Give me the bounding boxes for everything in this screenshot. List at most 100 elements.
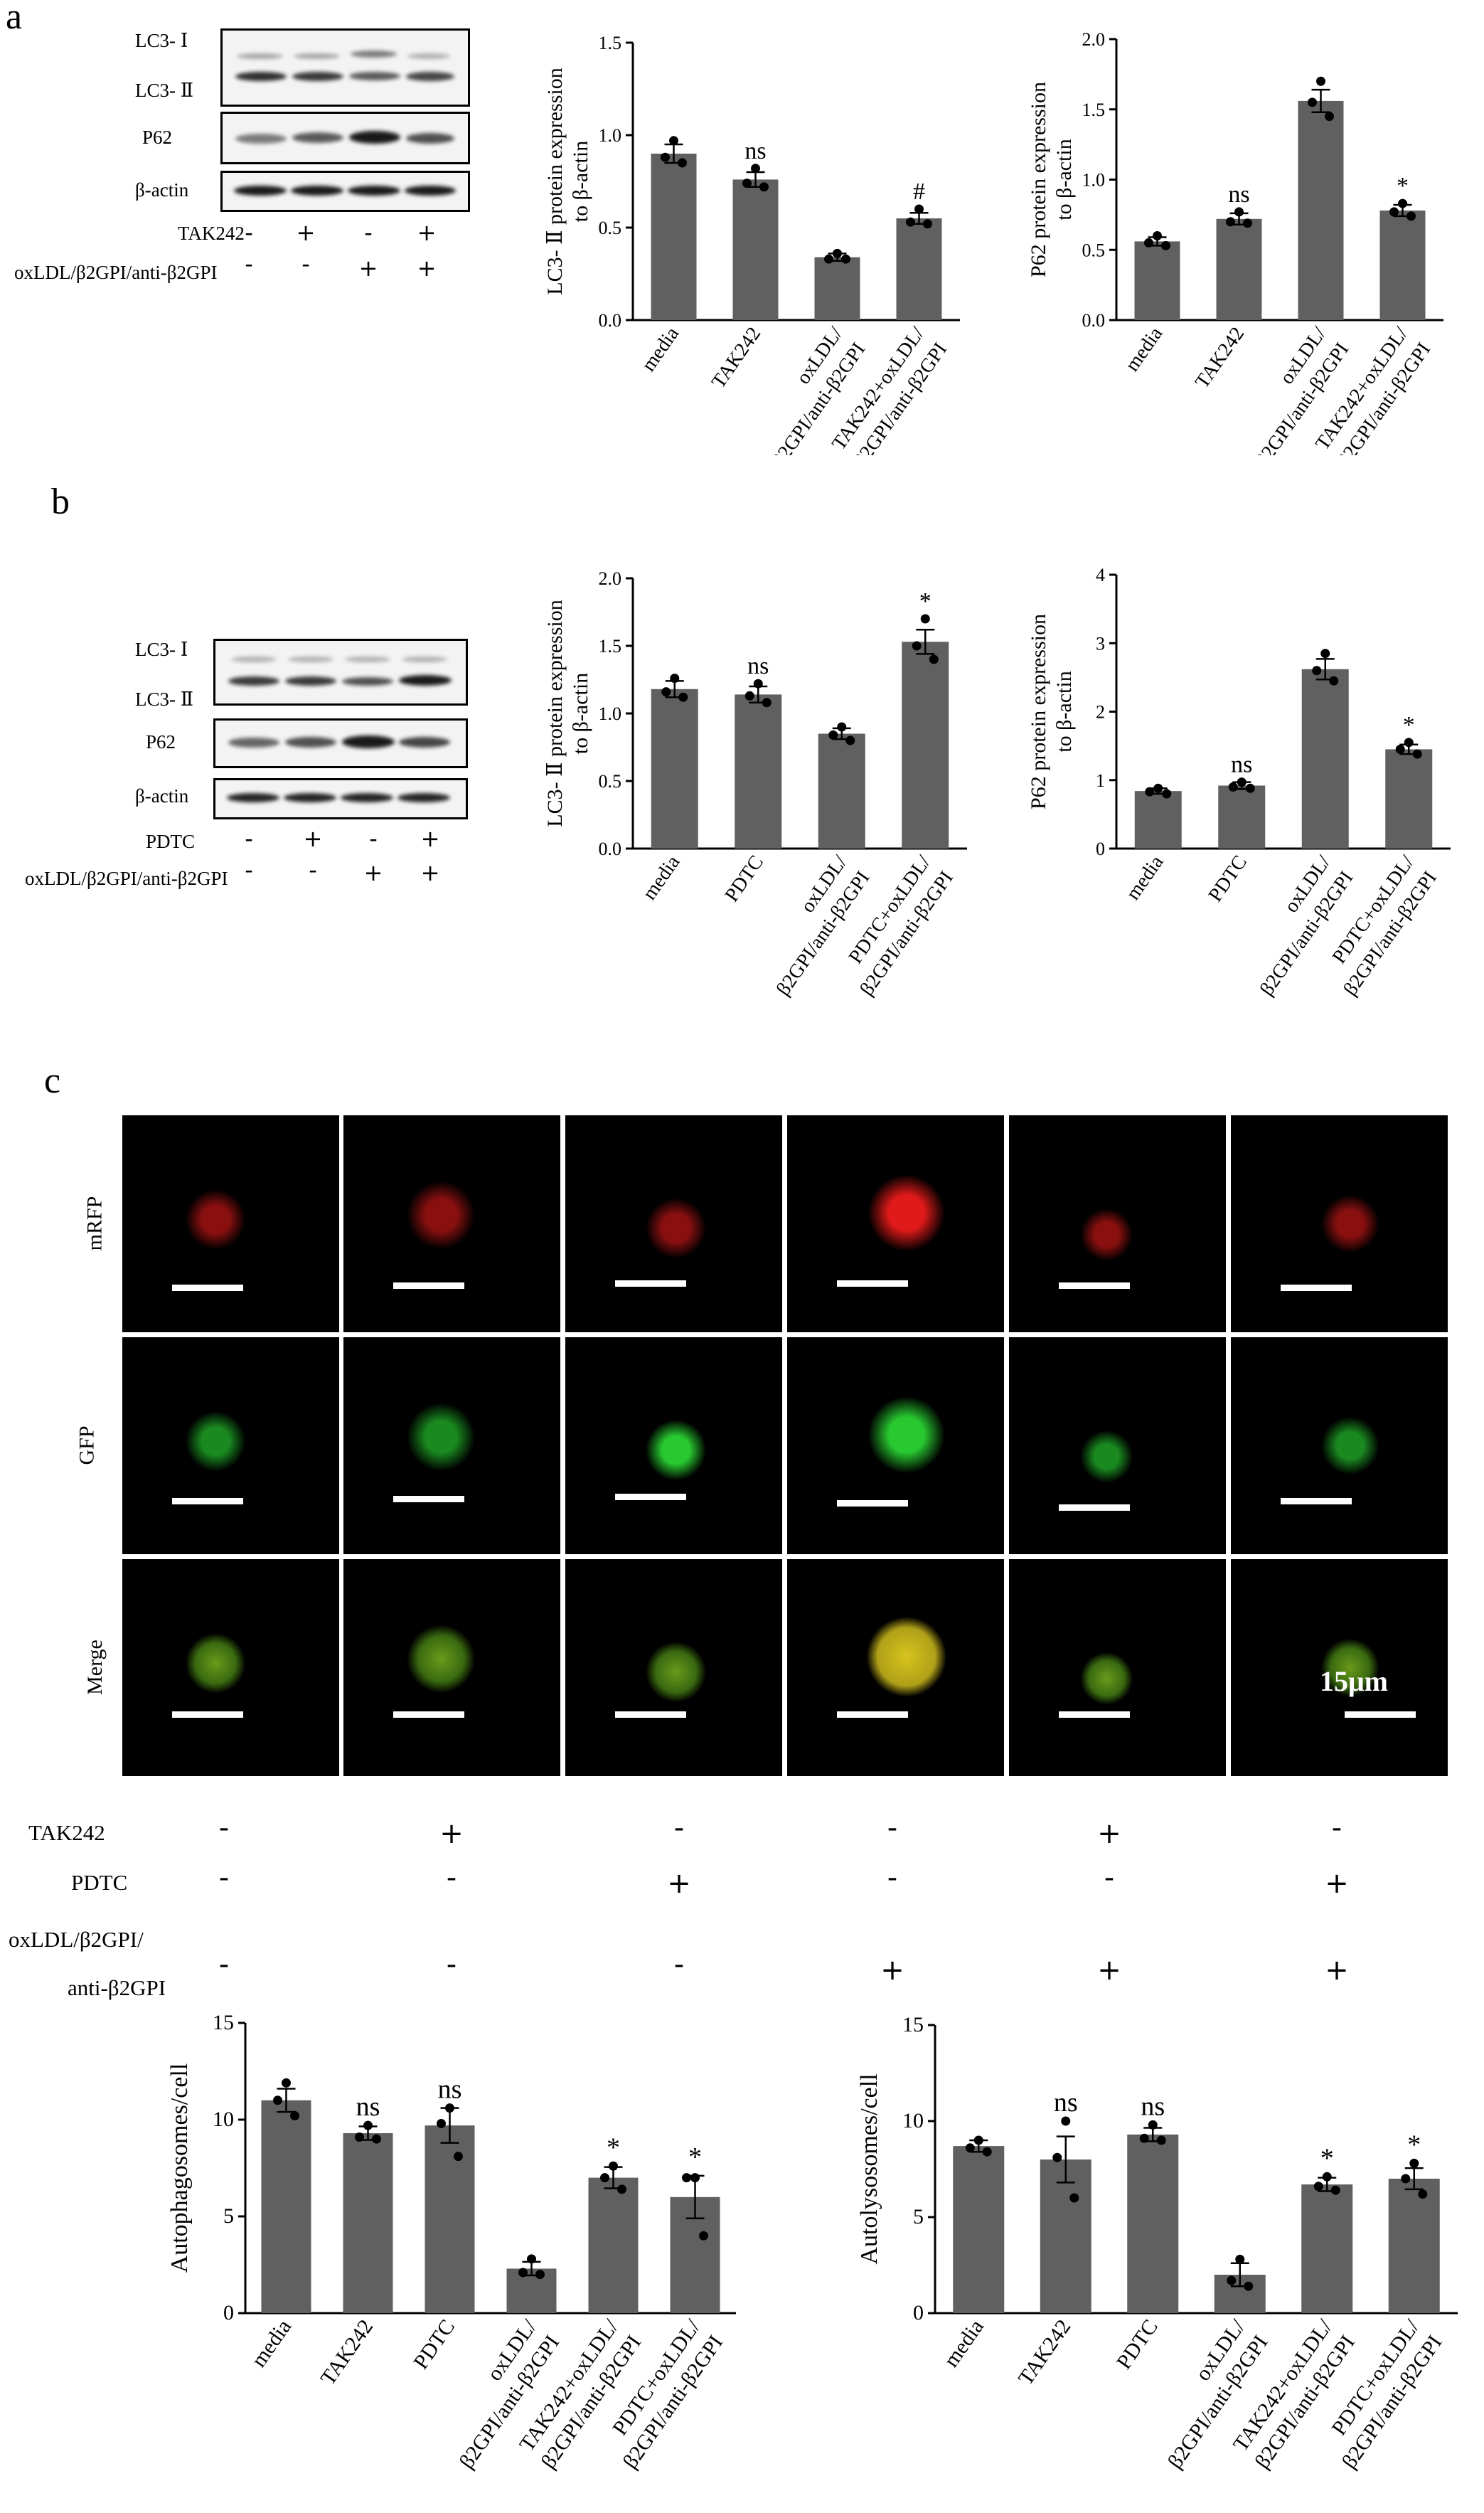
- y-tick-label: 0.0: [1082, 310, 1106, 331]
- micro-row-label: Merge: [82, 1639, 107, 1695]
- y-tick-label: 3: [1096, 633, 1105, 654]
- sign: -: [369, 825, 378, 852]
- scale-bar: [1059, 1504, 1130, 1511]
- data-point: [1234, 207, 1244, 217]
- significance-label: *: [1403, 712, 1415, 738]
- data-point: [751, 164, 760, 174]
- treatment-sign: +: [439, 1817, 464, 1850]
- data-point: [1320, 649, 1330, 659]
- data-point: [1139, 2133, 1149, 2143]
- bar: [261, 2100, 311, 2313]
- data-point: [363, 2120, 373, 2130]
- x-tick-label: TAK242: [708, 323, 765, 392]
- scale-bar: [1281, 1284, 1352, 1291]
- data-point: [617, 2184, 626, 2194]
- y-tick-label: 10: [902, 2109, 924, 2132]
- x-tick-label: media: [638, 323, 684, 376]
- y-tick-label: 1.5: [1082, 100, 1106, 120]
- bar: [425, 2125, 475, 2313]
- scale-bar: [837, 1280, 908, 1287]
- y-tick-label: 2.0: [1082, 29, 1106, 50]
- scale-bar: [1059, 1282, 1130, 1289]
- treatment-label: oxLDL/β2GPI/: [9, 1927, 144, 1952]
- micrograph: [343, 1559, 560, 1776]
- y-tick-label: 5: [223, 2204, 234, 2228]
- micrograph: [1231, 1337, 1448, 1554]
- significance-label: ns: [356, 2092, 380, 2122]
- data-point: [1144, 238, 1153, 248]
- bar: [1301, 2184, 1353, 2313]
- data-point: [1313, 2182, 1323, 2191]
- data-point: [282, 2078, 291, 2088]
- data-point: [1061, 2116, 1071, 2126]
- treatment-label: anti-β2GPI: [68, 1975, 166, 2000]
- data-point: [682, 2173, 691, 2183]
- micrograph: [1231, 1115, 1448, 1332]
- blot-strip-p62: [220, 112, 470, 164]
- y-axis-label: Autolysosomes/cell: [856, 2073, 882, 2264]
- x-tick-label: media: [247, 2315, 296, 2371]
- scale-bar: [837, 1499, 908, 1507]
- data-point: [1243, 218, 1252, 228]
- panel-letter-a: a: [6, 0, 23, 37]
- treatment-sign: +: [667, 1867, 691, 1900]
- y-axis-label: Autophagosomes/cell: [166, 2063, 193, 2273]
- data-point: [669, 136, 678, 146]
- y-tick-label: 2.0: [599, 568, 622, 589]
- x-tick-label: media: [939, 2315, 988, 2371]
- data-point: [1226, 217, 1235, 227]
- chart-body: 0.0 0.5 1.0 1.5 2.0 LC3- Ⅱ protein expression…: [543, 568, 967, 1000]
- y-tick-label: 1: [1096, 770, 1105, 791]
- bar: [1298, 100, 1344, 320]
- data-point: [1235, 2254, 1245, 2264]
- data-point: [1409, 2158, 1419, 2168]
- micrograph: [343, 1115, 560, 1332]
- blot-a-treatment-label-0: TAK242: [178, 223, 245, 244]
- significance-label: ns: [1141, 2091, 1165, 2121]
- treatment-sign: -: [218, 1948, 230, 1981]
- significance-label: *: [919, 588, 931, 615]
- treatment-sign: +: [1097, 1817, 1121, 1850]
- blot-strip-lc3: [220, 28, 470, 107]
- micro-row-label: GFP: [75, 1425, 99, 1465]
- data-point: [1153, 783, 1163, 793]
- sign: +: [303, 825, 323, 852]
- data-point: [982, 2147, 992, 2157]
- panel-letter-c: c: [44, 1061, 61, 1101]
- blot-strip-p62: [213, 718, 468, 768]
- panel-letter-b: b: [51, 482, 70, 522]
- y-axis-label: LC3- Ⅱ protein expression to β-actin: [543, 600, 592, 827]
- x-tick-label: PDTC: [409, 2315, 459, 2374]
- micrograph: [565, 1115, 782, 1332]
- bar: [588, 2177, 639, 2313]
- blot-b-treatment-label-0: PDTC: [146, 831, 196, 852]
- data-point: [1161, 240, 1170, 250]
- data-point: [678, 692, 688, 702]
- y-tick-label: 0.5: [1082, 240, 1106, 260]
- bar: [1388, 2179, 1440, 2313]
- blot-strip-beta-actin: [220, 171, 470, 212]
- bar: [953, 2146, 1005, 2313]
- y-tick-label: 1.5: [599, 636, 622, 657]
- data-point: [661, 687, 671, 697]
- data-point: [690, 2173, 700, 2183]
- y-tick-label: 0.0: [599, 839, 622, 859]
- treatment-sign: +: [1097, 1954, 1121, 1987]
- data-point: [699, 2231, 708, 2241]
- sign: +: [420, 859, 440, 886]
- data-point: [1148, 2120, 1158, 2130]
- y-tick-label: 1.0: [1082, 170, 1106, 191]
- bar: [1040, 2159, 1091, 2313]
- data-point: [1406, 211, 1416, 221]
- data-point: [1404, 738, 1414, 748]
- significance-label: ns: [438, 2075, 462, 2105]
- scale-bar: [172, 1497, 243, 1504]
- data-point: [845, 735, 855, 745]
- chart-a-lc3: 0.0 0.5 1.0 1.5 LC3- Ⅱ protein expression to …: [543, 33, 960, 455]
- micrograph: [787, 1559, 1004, 1776]
- sign: -: [245, 856, 253, 883]
- data-point: [609, 2161, 618, 2171]
- blot-label-lc3-i: LC3- Ⅰ: [135, 639, 188, 660]
- data-point: [1237, 777, 1247, 787]
- data-point: [290, 2111, 299, 2121]
